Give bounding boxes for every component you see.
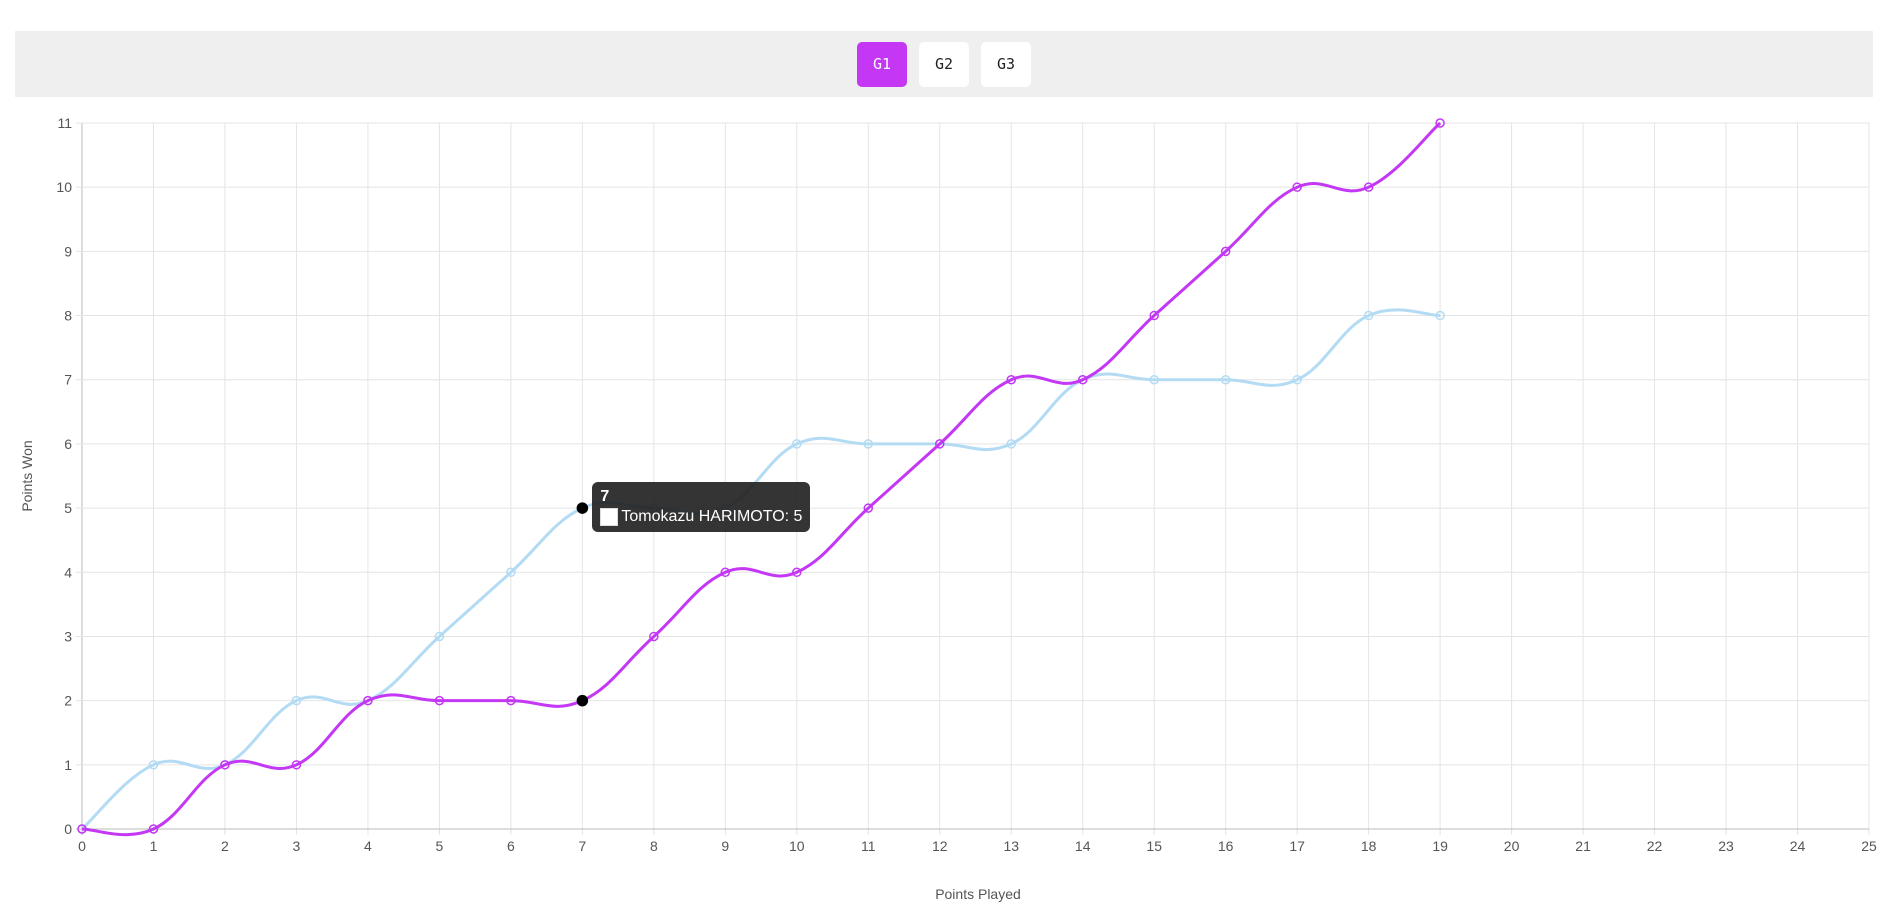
data-point <box>506 567 516 578</box>
y-tick-label: 5 <box>64 500 72 516</box>
data-point <box>576 502 589 514</box>
data-point <box>1006 374 1016 385</box>
game-tab-g1[interactable]: G1 <box>857 41 907 87</box>
data-point <box>1220 246 1231 257</box>
series-line <box>81 121 1442 837</box>
data-point <box>434 631 445 642</box>
x-tick-label: 22 <box>1647 838 1663 854</box>
x-tick-label: 15 <box>1146 838 1162 854</box>
x-tick-label: 21 <box>1575 838 1591 854</box>
x-tick-label: 1 <box>150 838 158 854</box>
game-tab-bar: G1 G2 G3 <box>15 31 1873 97</box>
x-tick-label: 7 <box>578 838 586 854</box>
data-point <box>506 695 516 706</box>
tooltip: 7 Tomokazu HARIMOTO: 5 <box>592 482 811 533</box>
data-point <box>792 439 802 449</box>
data-point <box>1435 118 1445 128</box>
game-tab-g3[interactable]: G3 <box>981 41 1031 87</box>
x-tick-label: 24 <box>1790 838 1806 854</box>
game-tab-g2[interactable]: G2 <box>919 41 969 87</box>
data-point <box>434 695 445 706</box>
y-axis-title: Points Won <box>19 440 35 511</box>
data-point <box>1149 310 1159 321</box>
x-tick-label: 3 <box>293 838 301 854</box>
data-point <box>1006 439 1016 449</box>
y-tick-label: 4 <box>64 564 72 580</box>
data-point <box>792 567 802 578</box>
x-tick-label: 13 <box>1003 838 1019 854</box>
data-point <box>1292 182 1302 192</box>
data-point <box>935 439 945 449</box>
x-tick-label: 6 <box>507 838 515 854</box>
x-tick-label: 10 <box>789 838 805 854</box>
x-tick-label: 16 <box>1218 838 1234 854</box>
data-point <box>148 760 159 770</box>
x-tick-label: 9 <box>721 838 729 854</box>
x-tick-label: 23 <box>1718 838 1734 854</box>
data-point <box>1149 374 1159 385</box>
data-point <box>863 503 874 513</box>
x-tick-label: 19 <box>1432 838 1448 854</box>
x-tick-label: 11 <box>861 838 876 854</box>
data-point <box>863 439 874 449</box>
x-tick-label: 4 <box>364 838 372 854</box>
data-point <box>148 824 159 834</box>
x-tick-label: 5 <box>436 838 444 854</box>
data-point <box>1220 374 1231 385</box>
y-tick-label: 2 <box>64 693 72 709</box>
y-tick-label: 7 <box>64 372 72 388</box>
data-point <box>1363 182 1374 192</box>
y-tick-label: 1 <box>64 757 72 773</box>
data-point <box>77 824 87 834</box>
x-tick-label: 12 <box>932 838 948 854</box>
data-point <box>291 695 302 706</box>
data-point <box>720 567 731 578</box>
tooltip-label: Tomokazu HARIMOTO: 5 <box>621 508 803 526</box>
data-point <box>649 631 659 642</box>
data-point <box>1363 310 1374 321</box>
y-tick-label: 9 <box>64 243 72 259</box>
y-tick-label: 0 <box>64 821 72 837</box>
tooltip-swatch <box>600 508 619 527</box>
series-line <box>80 308 1441 831</box>
x-tick-label: 20 <box>1504 838 1520 854</box>
x-tick-label: 14 <box>1075 838 1091 854</box>
y-tick-label: 11 <box>57 115 72 131</box>
y-tick-label: 6 <box>64 436 72 452</box>
data-point <box>220 760 230 770</box>
data-point <box>291 760 302 770</box>
y-tick-label: 8 <box>64 308 72 324</box>
x-tick-label: 2 <box>221 838 229 854</box>
data-point <box>1077 374 1088 385</box>
tooltip-title: 7 <box>600 488 610 506</box>
x-axis-title: Points Played <box>935 886 1021 902</box>
x-tick-label: 17 <box>1289 838 1305 854</box>
data-point <box>1435 310 1445 321</box>
data-point <box>1292 374 1302 385</box>
data-point <box>363 695 373 706</box>
y-tick-label: 3 <box>64 628 72 644</box>
data-point <box>576 694 589 707</box>
x-tick-label: 18 <box>1361 838 1377 854</box>
x-tick-label: 0 <box>78 838 86 854</box>
x-tick-label: 8 <box>650 838 658 854</box>
y-tick-label: 10 <box>56 179 72 195</box>
x-tick-label: 25 <box>1861 838 1877 854</box>
